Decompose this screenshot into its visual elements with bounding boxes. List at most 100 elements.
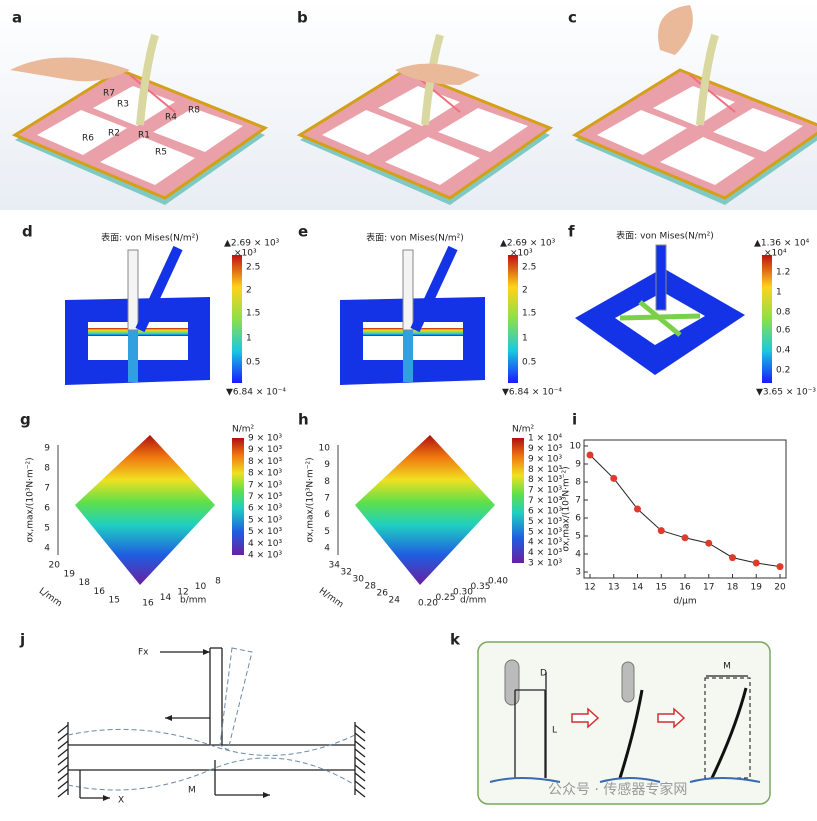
z-tick: 10: [319, 444, 331, 454]
colorbar-unit: ×10⁴: [764, 249, 787, 259]
x-label: d/μm: [673, 597, 696, 607]
resistor-label: R2: [108, 129, 120, 139]
z-tick: 7: [324, 494, 330, 504]
panel-letter: e: [298, 223, 308, 241]
colorbar-tick: 9 × 10³: [528, 444, 562, 454]
surface: [355, 435, 495, 585]
hatch: [57, 724, 69, 734]
panel-letter: h: [298, 411, 309, 429]
colorbar: [232, 255, 242, 383]
x-label: H/mm: [317, 586, 345, 610]
y-tick: 12: [177, 588, 188, 598]
point: [705, 539, 713, 547]
x-tick: 18: [79, 578, 91, 588]
resistor-label: R6: [82, 134, 94, 144]
colorbar-unit: ×10³: [234, 249, 257, 259]
colorbar-tick: 4 × 10³: [528, 538, 562, 548]
x-tick-label: 14: [632, 583, 644, 593]
wave: [67, 728, 356, 791]
strain: [128, 322, 138, 382]
y-tick: 0.35: [470, 582, 490, 592]
y-tick-label: 8: [575, 478, 581, 488]
panel-letter: g: [20, 411, 31, 429]
plot-frame: [583, 439, 787, 579]
x-tick: 26: [377, 589, 389, 599]
resistor-label: R3: [117, 100, 129, 110]
y-tick-label: 7: [575, 496, 581, 506]
sim-title: 表面: von Mises(N/m²): [616, 230, 714, 242]
y-tick-label: 4: [575, 550, 581, 560]
colorbar-tick: 0.5: [522, 358, 536, 368]
window: [100, 137, 195, 185]
surface: [75, 435, 215, 585]
y-tick-label: 6: [575, 514, 581, 524]
hatch: [354, 740, 366, 750]
hatch: [354, 756, 366, 766]
y-tick: 0.40: [488, 577, 508, 587]
colorbar-tick: 0.2: [776, 366, 790, 376]
window: [322, 110, 412, 155]
window: [438, 108, 528, 152]
colorbar-tick: 7 × 10³: [248, 492, 282, 502]
colorbar-tick: 7 × 10³: [528, 496, 562, 506]
hatch: [57, 740, 69, 750]
colorbar-tick: 0.8: [776, 308, 791, 318]
colorbar: [232, 438, 244, 555]
sim-title: 表面: von Mises(N/m²): [101, 232, 199, 244]
resistor-label: R4: [165, 113, 177, 123]
panel-letter: b: [297, 9, 308, 27]
colorbar-tick: 0.4: [776, 346, 791, 356]
arrow: [571, 707, 686, 729]
x-tick: 15: [109, 596, 120, 606]
colorbar-min: ▼6.84 × 10⁻⁴: [226, 388, 286, 398]
hatch: [57, 772, 69, 782]
dim-label: M: [723, 662, 731, 672]
colorbar-tick: 1: [522, 334, 528, 344]
dim-label: D: [540, 669, 547, 679]
colorbar-tick: 6 × 10³: [528, 506, 562, 516]
colorbar-tick: 6 × 10³: [248, 504, 282, 514]
x-tick: 28: [365, 582, 377, 592]
point: [752, 559, 760, 567]
pillar: [136, 33, 159, 126]
window: [597, 110, 687, 155]
bent: [618, 689, 644, 779]
point: [681, 534, 689, 542]
point: [634, 505, 641, 513]
colorbar-max: ▲1.36 × 10⁴: [754, 239, 810, 249]
point: [586, 451, 594, 459]
y-tick: 8: [215, 577, 221, 587]
line: [589, 454, 781, 568]
x-tick: 24: [389, 596, 401, 606]
colorbar-tick: 9 × 10³: [248, 445, 282, 455]
sim-title: 表面: von Mises(N/m²): [366, 232, 464, 244]
rod: [127, 249, 139, 331]
x-tick-label: 16: [679, 583, 691, 593]
y-tick: 14: [160, 593, 172, 603]
finger: [504, 659, 520, 706]
rod: [655, 244, 667, 311]
colorbar-tick: 5 × 10³: [248, 527, 282, 537]
y-tick-label: 9: [575, 460, 581, 470]
box: [704, 677, 751, 779]
z-tick: 5: [44, 524, 50, 534]
colorbar-tick: 1.5: [522, 309, 536, 319]
x-tick-label: 17: [703, 583, 714, 593]
resistor-label: R1: [138, 131, 150, 141]
point: [657, 527, 665, 535]
z-tick: 5: [324, 527, 330, 537]
x-label: L/mm: [37, 586, 64, 609]
x-tick: 34: [329, 561, 341, 571]
colorbar-tick: 0.6: [776, 326, 791, 336]
strain: [619, 300, 701, 337]
y-label: d/mm: [460, 596, 486, 606]
z-label: σx,max/(10³N·m⁻²): [26, 457, 36, 542]
colorbar-tick: 1.5: [246, 309, 260, 319]
colorbar-tick: 2: [246, 286, 252, 296]
panel-letter: j: [19, 631, 25, 649]
y-tick-label: 10: [570, 442, 582, 452]
panel-letter: i: [572, 411, 577, 429]
rod-bent: [135, 245, 183, 333]
deflected: [219, 647, 253, 751]
